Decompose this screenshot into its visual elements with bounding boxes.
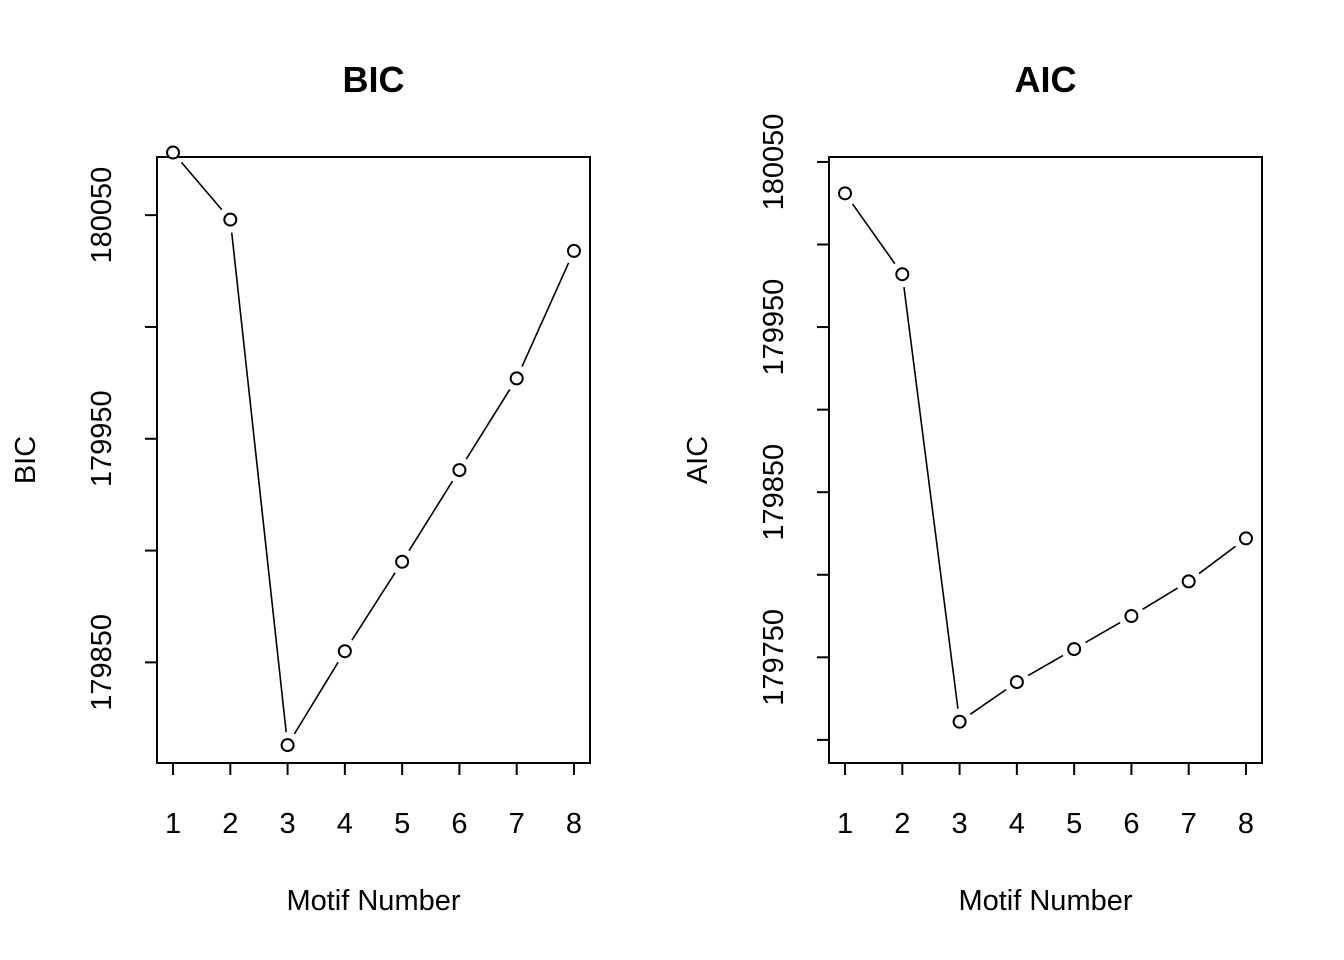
bic-series-segment — [230, 232, 287, 733]
bic-chart-title: BIC — [343, 59, 405, 100]
bic-x-tick-label: 1 — [165, 808, 181, 840]
bic-x-tick-label: 3 — [280, 808, 296, 840]
aic-series-segment — [1027, 654, 1064, 677]
bic-y-axis-label: BIC — [10, 436, 42, 484]
aic-x-tick-label: 5 — [1066, 808, 1082, 840]
bic-data-point — [395, 554, 410, 569]
bic-x-tick-label: 4 — [337, 808, 353, 840]
aic-y-tick-label: 179950 — [758, 279, 790, 376]
bic-ticks: 1 2 3 4 5 6 7 8 179850 179950 180050 — [86, 167, 582, 840]
aic-data-point — [1238, 531, 1253, 546]
bic-data-point — [280, 738, 295, 753]
aic-data-point — [1181, 574, 1196, 589]
aic-x-tick-label: 6 — [1123, 808, 1139, 840]
bic-plot-frame — [156, 156, 591, 764]
aic-y-axis-label: AIC — [682, 436, 714, 484]
bic-data-point — [223, 212, 238, 227]
aic-y-tick-label: 180050 — [758, 114, 790, 211]
bic-data-point — [452, 463, 467, 478]
aic-series-segment — [969, 688, 1007, 715]
bic-y-tick-label: 180050 — [86, 167, 118, 264]
bic-x-tick-label: 5 — [394, 808, 410, 840]
aic-chart-panel: AIC Motif Number AIC 1 2 3 4 5 6 7 8 179750 17985… — [682, 59, 1263, 917]
bic-data-point — [566, 243, 581, 258]
aic-plot-frame — [828, 156, 1263, 764]
bic-series-segment — [408, 480, 454, 552]
bic-chart-panel: BIC Motif Number BIC 1 2 3 4 5 6 7 8 179850 17995… — [10, 59, 591, 917]
bic-series-segment — [521, 262, 570, 367]
bic-y-tick-label: 179950 — [86, 390, 118, 487]
aic-ticks: 1 2 3 4 5 6 7 8 179750 179850 179950 180050 — [758, 114, 1254, 840]
aic-x-tick-label: 7 — [1181, 808, 1197, 840]
aic-data-point — [952, 714, 967, 729]
aic-x-tick-label: 8 — [1238, 808, 1254, 840]
aic-series-segment — [1198, 545, 1237, 575]
bic-x-axis-label: Motif Number — [286, 885, 460, 917]
aic-series-segment — [851, 203, 896, 265]
aic-x-tick-label: 4 — [1009, 808, 1025, 840]
bic-x-tick-label: 6 — [451, 808, 467, 840]
bic-series-segment — [293, 661, 339, 735]
aic-x-axis-label: Motif Number — [958, 885, 1132, 917]
bic-series-segment — [351, 572, 396, 641]
aic-series-segment — [1142, 587, 1178, 610]
bic-y-tick-label: 179850 — [86, 614, 118, 711]
aic-data-point — [1124, 609, 1139, 624]
bic-data-point — [509, 371, 524, 386]
bic-series — [166, 145, 581, 753]
bic-data-point — [166, 145, 181, 160]
bic-data-point — [337, 644, 352, 659]
aic-x-tick-label: 1 — [837, 808, 853, 840]
aic-data-point — [1067, 642, 1082, 657]
aic-series — [838, 186, 1253, 729]
aic-data-point — [1009, 675, 1024, 690]
bic-x-tick-label: 7 — [509, 808, 525, 840]
aic-y-tick-label: 179850 — [758, 444, 790, 541]
bic-x-tick-label: 8 — [566, 808, 582, 840]
aic-data-point — [838, 186, 853, 201]
bic-x-tick-label: 2 — [222, 808, 238, 840]
aic-chart-title: AIC — [1015, 59, 1077, 100]
aic-series-segment — [1084, 621, 1121, 644]
aic-x-tick-label: 2 — [894, 808, 910, 840]
aic-data-point — [895, 267, 910, 282]
bic-series-segment — [180, 161, 223, 211]
bic-series-segment — [465, 388, 511, 460]
aic-series-segment — [903, 287, 959, 709]
aic-y-tick-label: 179750 — [758, 609, 790, 706]
aic-x-tick-label: 3 — [952, 808, 968, 840]
